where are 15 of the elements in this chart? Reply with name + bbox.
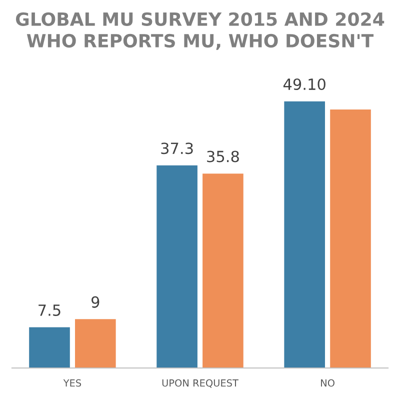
bar (284, 101, 325, 368)
chart-title: GLOBAL MU SURVEY 2015 AND 2024 WHO REPORTS MU, WHO DOESN'T (16, 12, 384, 50)
x-tick-label: NO (321, 379, 334, 387)
bar (202, 174, 244, 368)
bar (156, 165, 198, 368)
data-label: 35.8 (207, 150, 239, 162)
bar (75, 319, 116, 368)
data-label: 49.10 (283, 78, 326, 90)
data-label: 37.3 (161, 142, 193, 154)
x-tick-label: YES (63, 379, 82, 387)
bar (29, 327, 70, 368)
x-tick-label: UPON REQUEST (162, 379, 238, 388)
bar (330, 109, 371, 368)
data-label: 9 (92, 296, 100, 308)
data-label: 7.5 (38, 304, 60, 316)
